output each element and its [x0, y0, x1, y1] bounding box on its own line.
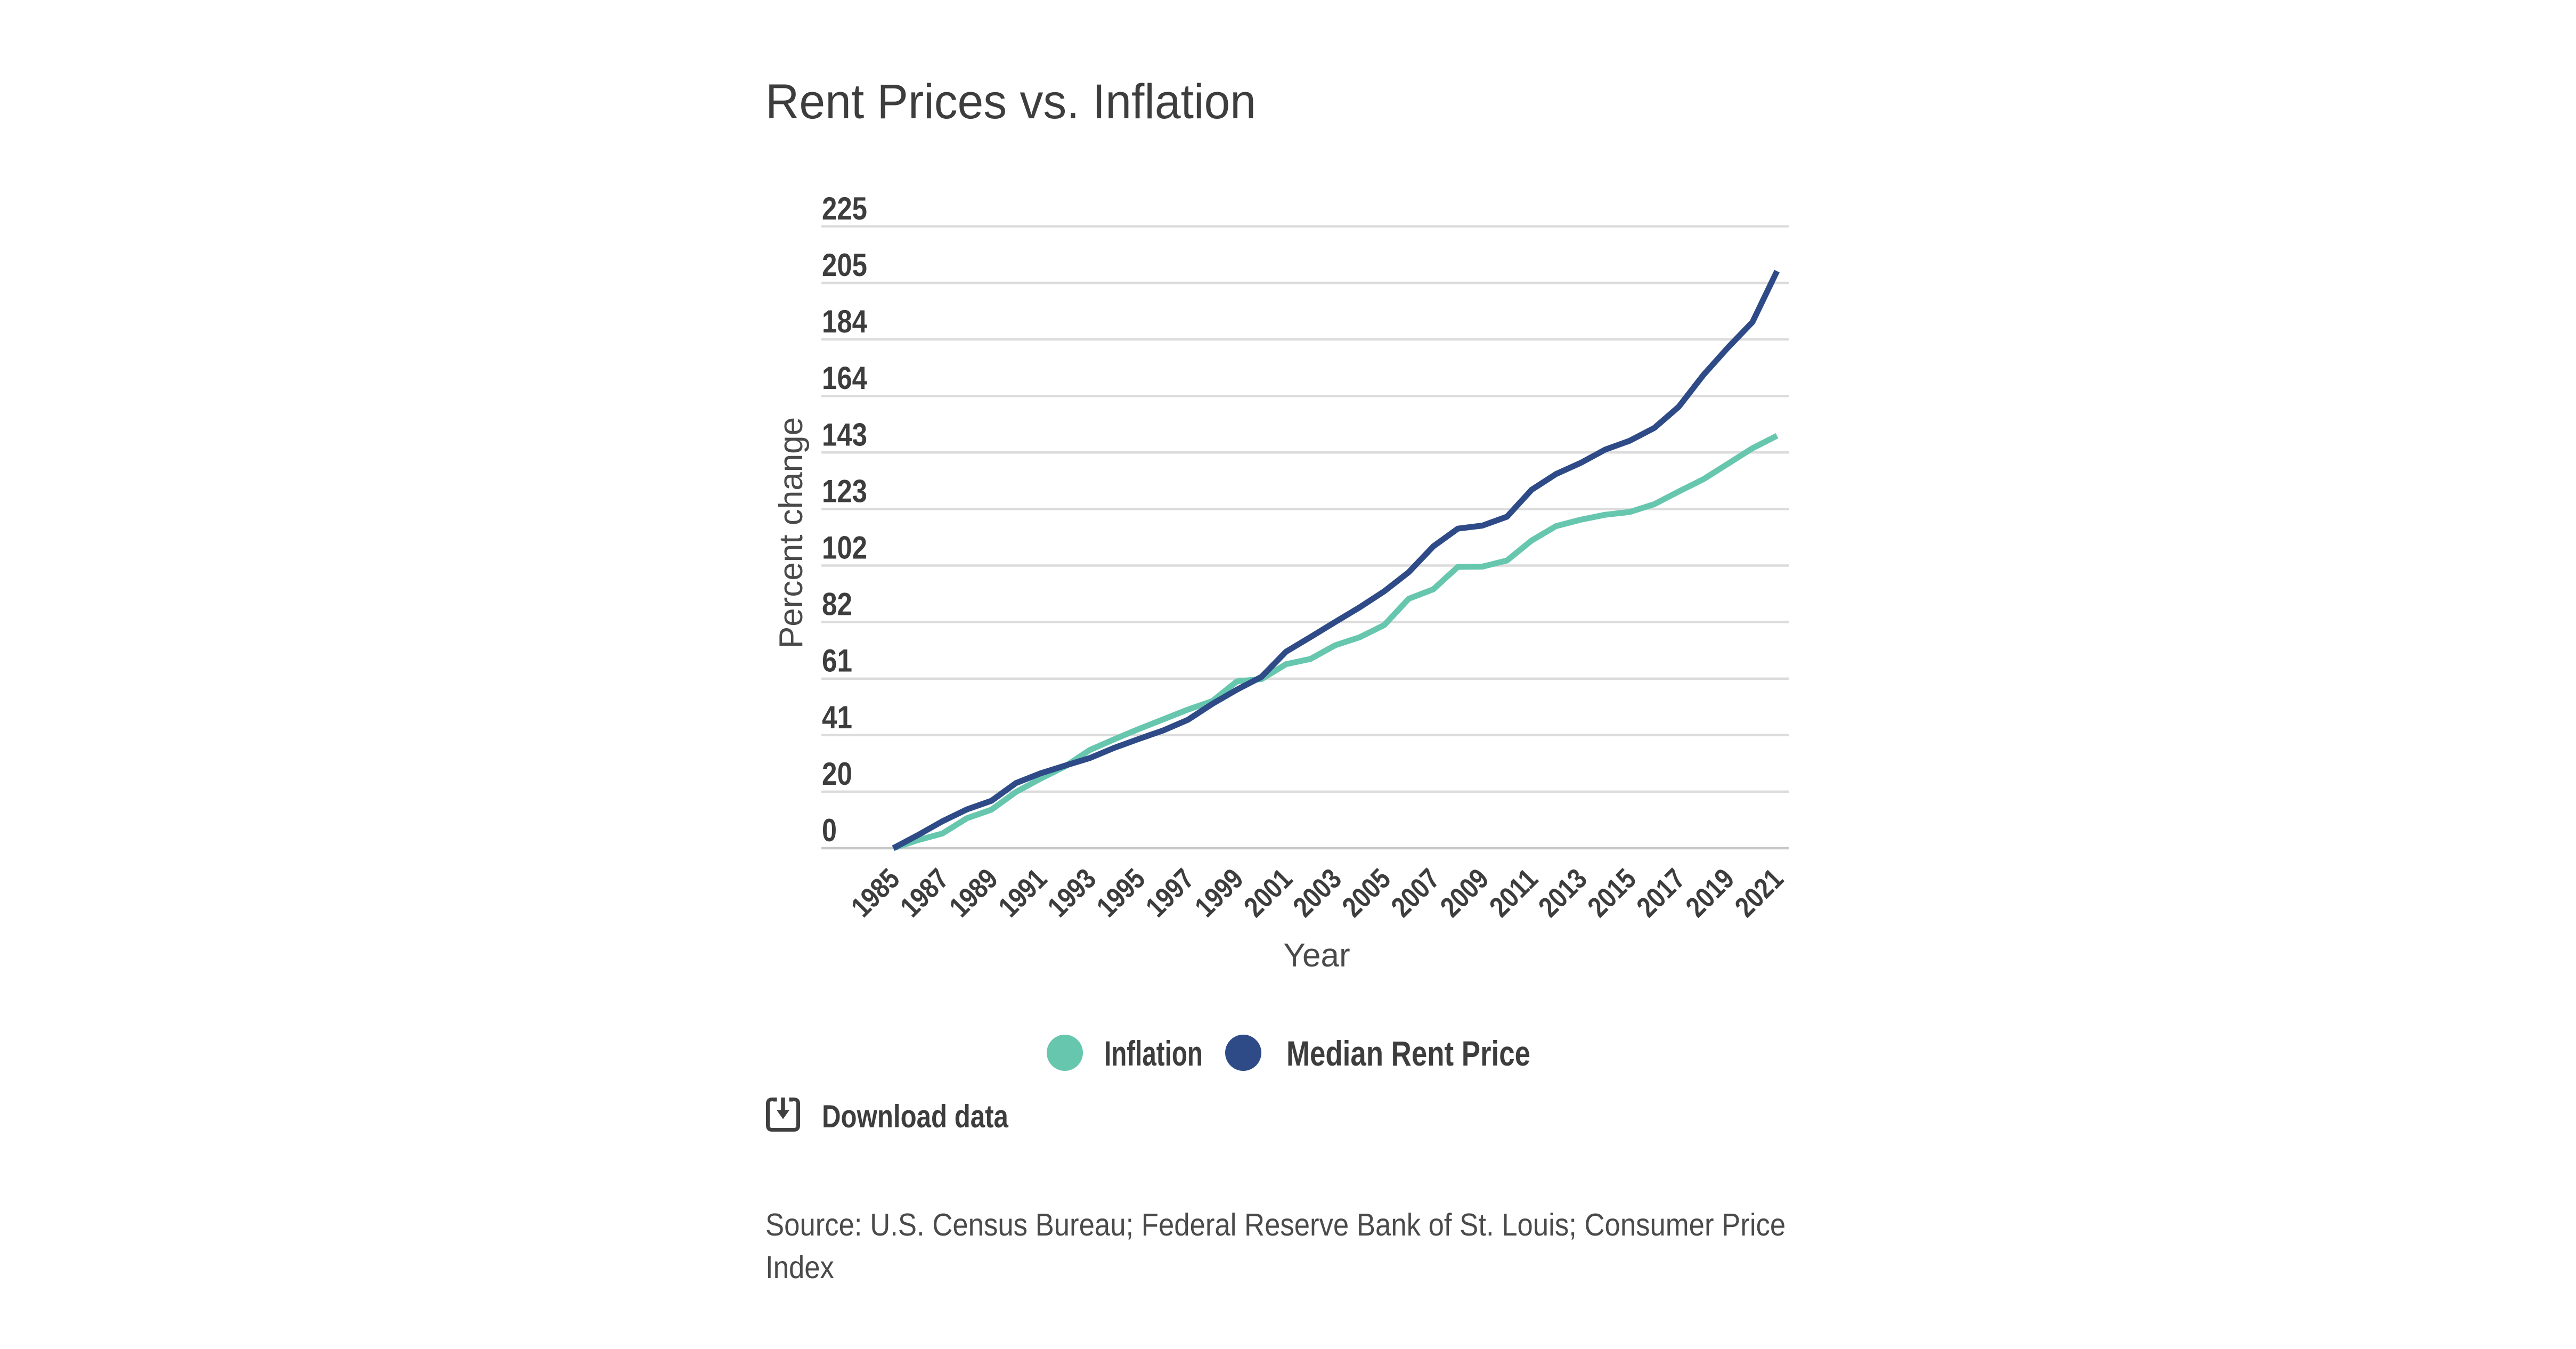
svg-text:1997: 1997	[1140, 863, 1201, 923]
svg-text:1991: 1991	[992, 863, 1053, 923]
svg-text:123: 123	[822, 473, 867, 509]
svg-text:2015: 2015	[1582, 863, 1642, 923]
svg-text:Percent change: Percent change	[773, 417, 810, 648]
svg-text:205: 205	[822, 247, 867, 283]
svg-text:1993: 1993	[1041, 863, 1102, 923]
svg-text:1999: 1999	[1189, 863, 1250, 923]
svg-text:41: 41	[822, 700, 852, 735]
svg-text:2017: 2017	[1631, 863, 1691, 923]
svg-text:Median Rent Price: Median Rent Price	[1286, 1034, 1530, 1073]
svg-text:1985: 1985	[845, 863, 906, 923]
svg-text:2005: 2005	[1336, 863, 1397, 923]
svg-text:2019: 2019	[1680, 863, 1740, 923]
svg-text:61: 61	[822, 643, 852, 679]
svg-text:0: 0	[822, 812, 837, 848]
svg-text:82: 82	[822, 587, 852, 622]
svg-text:2011: 2011	[1483, 863, 1544, 923]
svg-text:143: 143	[822, 417, 867, 452]
svg-text:2001: 2001	[1238, 863, 1299, 923]
svg-text:Year: Year	[1283, 937, 1350, 974]
svg-text:2003: 2003	[1287, 863, 1348, 923]
svg-text:2007: 2007	[1385, 863, 1446, 923]
svg-text:2021: 2021	[1729, 863, 1790, 923]
svg-text:225: 225	[822, 191, 867, 226]
svg-text:1987: 1987	[894, 863, 955, 923]
svg-text:2013: 2013	[1532, 863, 1593, 923]
svg-text:20: 20	[822, 756, 852, 792]
svg-text:2009: 2009	[1434, 863, 1495, 923]
svg-text:102: 102	[822, 530, 867, 566]
svg-text:184: 184	[822, 304, 868, 339]
svg-text:164: 164	[822, 360, 868, 396]
svg-text:Inflation: Inflation	[1104, 1034, 1203, 1073]
svg-text:1995: 1995	[1090, 863, 1151, 923]
svg-text:1989: 1989	[943, 863, 1004, 923]
